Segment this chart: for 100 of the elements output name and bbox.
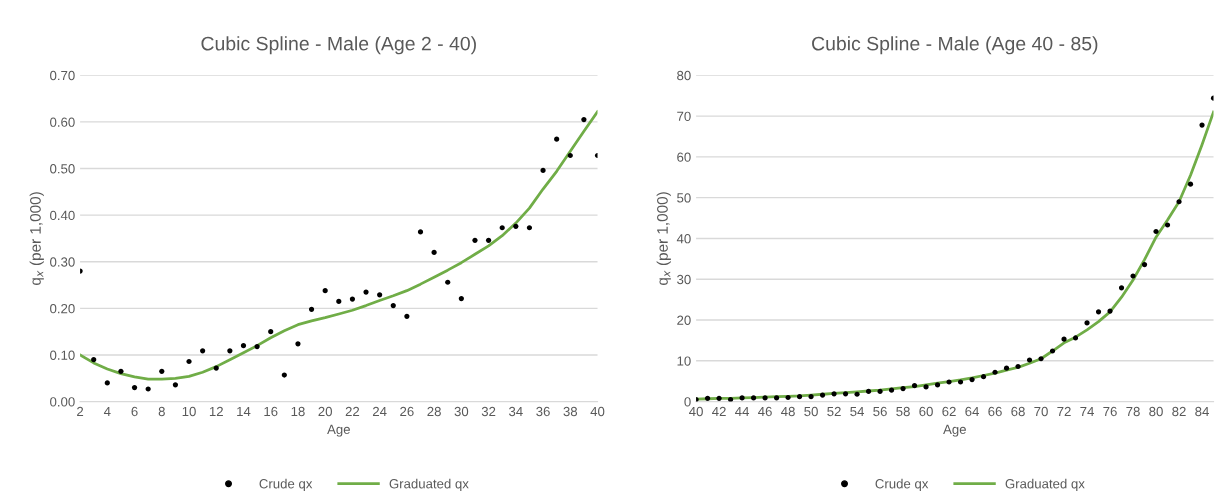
point: [1061, 336, 1067, 342]
point: [865, 388, 872, 394]
line-series: [696, 110, 1214, 401]
x-tick-label: 76: [1103, 406, 1117, 417]
point: [91, 357, 97, 363]
x-tick-label: 48: [781, 406, 795, 417]
point: [526, 225, 533, 231]
x-tick-label: 82: [1172, 406, 1186, 417]
point: [1153, 228, 1159, 235]
line-series: [80, 110, 598, 381]
x-tick-label: 84: [1195, 406, 1209, 417]
x-tick-label: 10: [182, 406, 196, 417]
point: [363, 289, 369, 295]
point: [1187, 181, 1194, 187]
y-tick-label: 50: [677, 193, 691, 203]
point: [172, 382, 178, 388]
point: [923, 384, 929, 390]
point: [773, 395, 780, 401]
y-tick-label: 0.50: [50, 164, 75, 174]
point: [911, 383, 918, 389]
legend-label: Graduated qx: [1005, 478, 1085, 492]
x-tick-label: 30: [454, 406, 469, 417]
x-tick-label: 46: [758, 406, 772, 417]
x-tick-label: 60: [919, 406, 933, 417]
x-tick-label: 70: [1034, 406, 1048, 417]
x-tick-label: 80: [1149, 406, 1163, 417]
x-tick-label: 6: [131, 406, 138, 417]
y-tick-label: 0.40: [50, 210, 75, 221]
x-tick-label: 4: [103, 406, 111, 417]
x-axis-title: Age: [943, 424, 966, 437]
point: [750, 395, 757, 401]
point: [727, 396, 734, 402]
x-tick-label: 14: [237, 406, 251, 417]
point: [888, 387, 895, 393]
x-tick-label: 54: [850, 406, 865, 417]
x-tick-label: 28: [427, 406, 441, 417]
point: [762, 395, 768, 401]
point: [785, 394, 791, 401]
y-tick-label: 10: [677, 356, 691, 366]
point: [1049, 348, 1056, 354]
point: [934, 382, 941, 388]
x-tick-label: 72: [1057, 406, 1071, 417]
x-tick-label: 34: [508, 406, 523, 417]
point: [946, 379, 952, 385]
point: [739, 395, 745, 401]
point: [417, 229, 424, 235]
y-tick-label: 0.30: [50, 257, 75, 267]
x-tick-label: 20: [318, 406, 333, 417]
point: [213, 365, 219, 371]
x-tick-label: 42: [712, 406, 726, 417]
point: [159, 368, 165, 374]
x-tick-label: 8: [158, 406, 165, 417]
point: [900, 385, 906, 392]
y-tick-label: 40: [676, 234, 691, 244]
point: [472, 237, 478, 243]
y-tick-label: 0.60: [50, 117, 75, 127]
point: [957, 379, 964, 385]
point: [1084, 320, 1090, 326]
point: [431, 249, 437, 256]
legend-label: Graduated qx: [389, 478, 469, 492]
point: [1038, 356, 1044, 362]
point: [104, 380, 110, 386]
x-tick-label: 40: [689, 406, 703, 417]
x-tick-label: 16: [264, 406, 278, 417]
point: [1141, 261, 1148, 268]
x-tick-label: 56: [873, 406, 887, 417]
point: [445, 279, 451, 285]
y-tick-label: 80: [677, 70, 691, 81]
point: [118, 368, 124, 374]
x-tick-label: 66: [988, 406, 1002, 417]
point: [240, 343, 247, 349]
chart-title: Cubic Spline - Male (Age 2 - 40): [201, 36, 476, 55]
y-tick-label: 0.20: [50, 303, 75, 314]
point: [854, 391, 860, 397]
x-tick-label: 50: [804, 406, 818, 417]
point: [254, 344, 260, 350]
y-tick-label: 0.70: [50, 70, 75, 81]
point: [1015, 363, 1021, 370]
x-tick-label: 2: [77, 406, 84, 417]
point: [704, 395, 711, 401]
point: [1026, 357, 1033, 363]
x-tick-label: 38: [563, 406, 578, 417]
chart-title: Cubic Spline - Male (Age 40 - 85): [812, 36, 1098, 55]
point: [485, 237, 492, 243]
point: [322, 288, 328, 294]
x-tick-label: 52: [827, 406, 841, 417]
x-tick-label: 78: [1126, 406, 1140, 417]
point: [1130, 273, 1136, 279]
point: [554, 136, 560, 142]
point: [819, 392, 826, 398]
point: [131, 385, 138, 391]
point: [1095, 309, 1102, 315]
point: [567, 152, 573, 159]
point: [716, 395, 722, 401]
y-tick-label: 60: [677, 152, 691, 162]
point: [831, 391, 837, 397]
point: [499, 225, 505, 231]
x-tick-label: 64: [965, 406, 979, 417]
point: [295, 341, 301, 347]
point: [969, 376, 975, 383]
